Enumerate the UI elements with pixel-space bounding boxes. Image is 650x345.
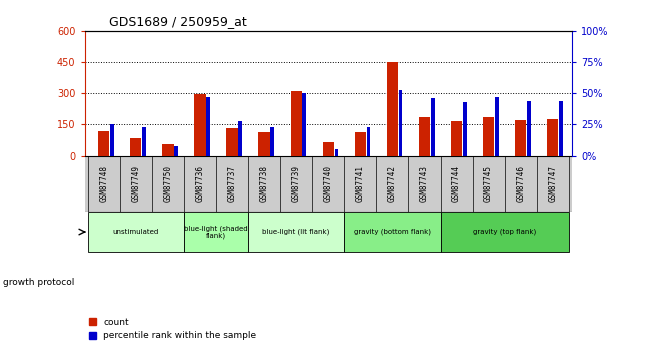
Bar bbox=[259, 132, 270, 156]
Bar bbox=[419, 117, 430, 156]
Bar bbox=[335, 149, 339, 156]
Text: GSM87740: GSM87740 bbox=[324, 165, 333, 203]
Bar bbox=[463, 102, 467, 156]
Text: GSM87746: GSM87746 bbox=[516, 165, 525, 203]
Bar bbox=[387, 62, 398, 156]
Text: GSM87748: GSM87748 bbox=[99, 165, 109, 203]
Text: growth protocol: growth protocol bbox=[3, 278, 75, 287]
Text: GSM87737: GSM87737 bbox=[227, 165, 237, 203]
Bar bbox=[174, 146, 178, 156]
Text: GSM87739: GSM87739 bbox=[292, 165, 301, 203]
Text: unstimulated: unstimulated bbox=[112, 229, 159, 235]
Bar bbox=[441, 212, 569, 252]
Legend: count, percentile rank within the sample: count, percentile rank within the sample bbox=[89, 318, 257, 341]
Text: GDS1689 / 250959_at: GDS1689 / 250959_at bbox=[109, 16, 246, 29]
Text: gravity (bottom flank): gravity (bottom flank) bbox=[354, 229, 431, 235]
Text: GSM87745: GSM87745 bbox=[484, 165, 493, 203]
Text: GSM87742: GSM87742 bbox=[388, 165, 397, 203]
Bar bbox=[110, 125, 114, 156]
Bar bbox=[194, 95, 205, 156]
Bar bbox=[239, 121, 242, 156]
Text: GSM87736: GSM87736 bbox=[196, 165, 205, 203]
Text: gravity (top flank): gravity (top flank) bbox=[473, 229, 536, 235]
Text: GSM87743: GSM87743 bbox=[420, 165, 429, 203]
Text: GSM87738: GSM87738 bbox=[259, 165, 268, 203]
Bar bbox=[322, 142, 334, 156]
Text: GSM87741: GSM87741 bbox=[356, 165, 365, 203]
Bar bbox=[367, 127, 370, 156]
Text: GSM87744: GSM87744 bbox=[452, 165, 461, 203]
Bar bbox=[515, 120, 527, 156]
Bar bbox=[270, 127, 274, 156]
Bar bbox=[302, 93, 306, 156]
Bar bbox=[431, 98, 435, 156]
Bar bbox=[142, 127, 146, 156]
Bar bbox=[184, 212, 248, 252]
Bar bbox=[206, 97, 210, 156]
Bar bbox=[248, 212, 344, 252]
Text: blue-light (lit flank): blue-light (lit flank) bbox=[263, 229, 330, 235]
Text: GSM87750: GSM87750 bbox=[163, 165, 172, 203]
Bar bbox=[344, 212, 441, 252]
Bar bbox=[527, 101, 531, 156]
Bar bbox=[398, 90, 402, 156]
Text: GSM87749: GSM87749 bbox=[131, 165, 140, 203]
Text: blue-light (shaded
flank): blue-light (shaded flank) bbox=[184, 225, 248, 239]
Bar bbox=[495, 97, 499, 156]
Bar bbox=[130, 138, 142, 156]
Bar bbox=[98, 131, 109, 156]
Bar bbox=[483, 117, 494, 156]
Bar bbox=[355, 132, 366, 156]
Bar bbox=[547, 119, 558, 156]
Bar bbox=[451, 121, 462, 156]
Bar bbox=[291, 91, 302, 156]
Bar bbox=[559, 101, 563, 156]
Bar bbox=[88, 212, 184, 252]
Text: GSM87747: GSM87747 bbox=[548, 165, 557, 203]
Bar bbox=[226, 128, 238, 156]
Bar bbox=[162, 144, 174, 156]
